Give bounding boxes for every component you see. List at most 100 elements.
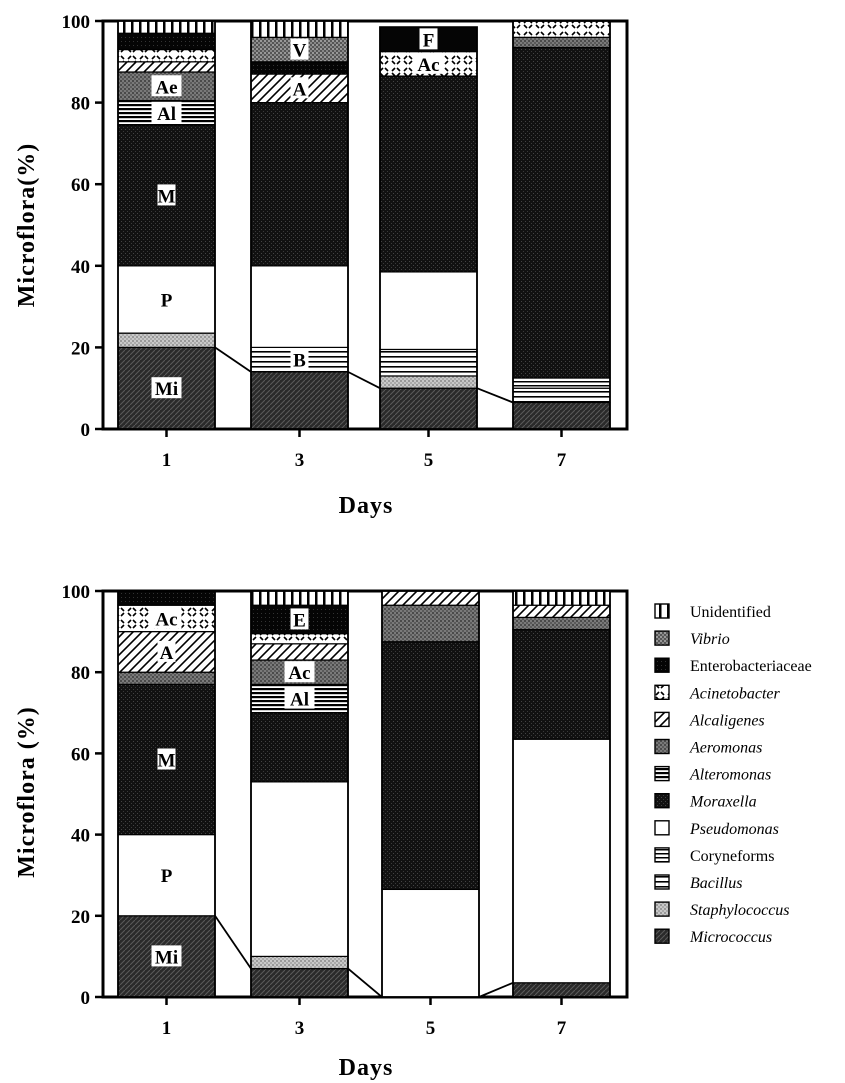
top-seg-moraxella-day-5 [379, 75, 478, 273]
top-x-tick-label: 5 [424, 450, 434, 471]
bottom-plot-border [101, 589, 629, 999]
top-y-tick-label: 80 [71, 94, 90, 115]
bottom-seg-label-bg [151, 945, 182, 967]
bottom-connector-lines [214, 915, 514, 998]
bottom-y-tick-label: 40 [71, 826, 90, 847]
top-y-tick-label: 0 [81, 420, 91, 441]
top-connector-lines [214, 346, 514, 404]
bottom-seg-label-alteromonas-day-3: Al [290, 690, 309, 711]
bottom-seg-aeromonas-day-5 [381, 604, 480, 643]
bottom-seg-moraxella-day-3 [250, 712, 349, 783]
bottom-y-tick-label: 20 [71, 907, 90, 928]
bottom-bar-day-3 [250, 590, 349, 998]
legend-swatch-alcaligenes [654, 711, 670, 728]
bottom-x-axis-title: Days [339, 1055, 394, 1081]
top-seg-pseudomonas-day-5 [379, 271, 478, 351]
bottom-y-tick-label: 80 [71, 663, 90, 684]
bottom-x-tick-label: 3 [295, 1018, 305, 1039]
legend: Unidentified Vibrio Enterobacteriaceae Acin… [654, 603, 812, 946]
bottom-bars: Mi P M A Ac Al Ac E [117, 590, 611, 998]
top-seg-label-bg [290, 38, 309, 60]
bottom-x-ticks: 1 3 5 7 [162, 997, 567, 1039]
top-x-ticks: 1 3 5 7 [162, 429, 567, 471]
legend-swatch-moraxella [654, 793, 670, 809]
top-seg-bacillus-day-5 [379, 348, 478, 377]
bottom-y-tick-label: 0 [81, 988, 91, 1009]
legend-label-aeromonas: Aeromonas [689, 740, 762, 757]
bottom-seg-moraxella-day-5 [381, 641, 480, 891]
top-y-tick-label: 20 [71, 338, 90, 359]
top-micrococcus-connector [476, 387, 514, 404]
bottom-y-axis-title: Microflora (%) [14, 706, 40, 878]
bottom-seg-unidentified-day-7 [512, 590, 611, 606]
top-seg-acinetobacter-day-1 [117, 48, 216, 63]
top-seg-bacillus-day-7 [512, 387, 611, 404]
top-seg-enterobacteriaceae-day-3 [250, 61, 349, 75]
legend-label-acinetobacter: Acinetobacter [689, 685, 781, 702]
bottom-seg-acinetobacter-day-3 [250, 633, 349, 645]
bottom-micrococcus-connector [347, 967, 383, 998]
top-x-tick-label: 7 [557, 450, 567, 471]
bottom-seg-pseudomonas-day-5 [381, 888, 480, 998]
top-seg-label-alteromonas-day-1: Al [157, 104, 176, 125]
bottom-seg-label-acinetobacter-day-1: Ac [155, 609, 177, 630]
bottom-y-tick-label: 100 [62, 582, 91, 603]
bottom-seg-micrococcus-day-3 [250, 967, 349, 998]
top-micrococcus-connector [347, 371, 381, 390]
legend-label-alteromonas: Alteromonas [689, 767, 771, 784]
bottom-seg-label-pseudomonas-day-1: P [161, 866, 173, 887]
top-plot-frame [101, 19, 629, 431]
bottom-x-tick-label: 5 [426, 1018, 436, 1039]
top-seg-label-enterobacteriaceae-f-day-5: F [423, 30, 435, 51]
top-seg-label-vibrio-day-3: V [293, 41, 307, 62]
legend-swatch-pseudomonas [654, 820, 670, 836]
legend-swatch-bacillus [654, 874, 670, 890]
bottom-seg-label-bg [157, 640, 176, 662]
bottom-seg-moraxella-day-7 [512, 628, 611, 740]
legend-label-pseudomonas: Pseudomonas [689, 821, 779, 838]
top-bar-day-7 [512, 20, 611, 430]
legend-label-moraxella: Moraxella [689, 794, 757, 811]
top-seg-label-bg [413, 52, 444, 74]
bottom-seg-enterobacteriaceae-day-1 [117, 590, 216, 606]
top-seg-micrococcus-day-5 [379, 387, 478, 430]
bottom-seg-label-alcaligenes-day-1: A [160, 643, 174, 664]
top-seg-alcaligenes-day-1 [117, 61, 216, 73]
top-micrococcus-connector [214, 346, 252, 373]
top-seg-coryneforms-day-7 [512, 377, 611, 389]
top-y-axis-title: Microflora(%) [14, 143, 40, 308]
bottom-micrococcus-connector [478, 981, 514, 998]
top-seg-label-pseudomonas-day-1: P [161, 290, 173, 311]
top-seg-acinetobacter-day-7 [512, 20, 611, 38]
legend-label-alcaligenes: Alcaligenes [689, 712, 765, 729]
legend-swatch-alteromonas [654, 765, 670, 782]
legend-swatch-vibrio [654, 630, 670, 646]
top-seg-label-bg [157, 288, 176, 310]
top-x-tick-label: 3 [295, 450, 305, 471]
bottom-x-tick-label: 1 [162, 1018, 172, 1039]
bottom-seg-label-micrococcus-day-1: Mi [155, 947, 178, 968]
legend-swatch-aeromonas [654, 738, 670, 755]
top-bar-day-5 [379, 26, 478, 430]
bottom-seg-aeromonas-day-1 [117, 671, 216, 685]
top-seg-label-bg [157, 184, 176, 206]
legend-label-micrococcus: Micrococcus [689, 929, 772, 946]
top-seg-pseudomonas-day-3 [250, 265, 349, 348]
bottom-seg-micrococcus-day-7 [512, 982, 611, 998]
top-plot-border [101, 19, 629, 431]
bottom-seg-alcaligenes-day-3 [250, 643, 349, 661]
top-seg-label-alcaligenes-day-3: A [293, 79, 307, 100]
bottom-seg-label-aeromonas-day-3: Ac [288, 663, 310, 684]
legend-swatch-enterobacteriaceae [654, 657, 670, 673]
top-y-tick-label: 40 [71, 257, 90, 278]
top-seg-enterobacteriaceae-day-1 [117, 32, 216, 51]
top-bars: Mi P M Al Ae B AV Ac F [117, 20, 611, 430]
legend-swatch-staphylococcus [654, 901, 670, 917]
top-seg-moraxella-day-7 [512, 46, 611, 379]
top-seg-label-bacillus-day-3: B [293, 351, 306, 372]
bottom-seg-label-bg [290, 608, 309, 630]
bottom-seg-label-bg [151, 607, 182, 629]
bottom-seg-label-moraxella-day-1: M [158, 750, 176, 771]
bottom-seg-label-bg [157, 748, 176, 770]
legend-swatch-coryneforms [654, 847, 670, 863]
